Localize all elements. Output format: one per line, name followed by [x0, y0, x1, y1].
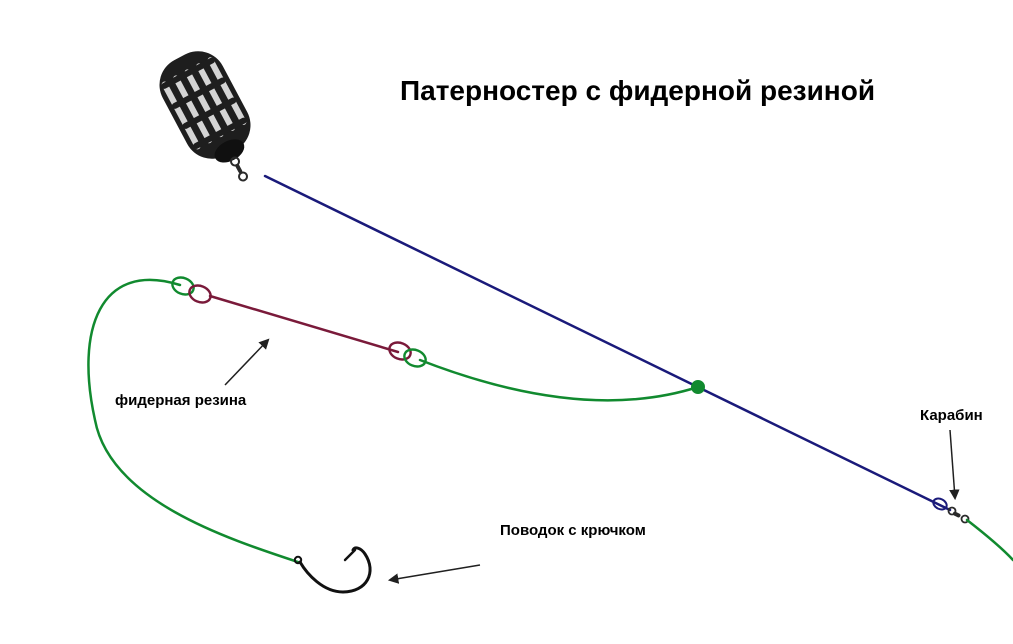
carabiner-arrow [950, 430, 955, 498]
green-tail [967, 520, 1013, 560]
feeder-rubber-arrow [225, 340, 268, 385]
rubber-loop-2-green [402, 346, 428, 369]
carabiner-swivel [949, 508, 969, 523]
feeder-cage [150, 41, 275, 196]
diagram-title: Патерностер с фидерной резиной [400, 75, 875, 106]
feeder-rubber-label: фидерная резина [115, 392, 247, 409]
rubber-loop-1-maroon [187, 282, 213, 305]
feeder-rubber-line [210, 296, 398, 352]
carabiner-label: Карабин [920, 407, 983, 424]
green-branch-lower [88, 280, 298, 562]
hook-leader-arrow [390, 565, 480, 580]
hook-leader-label: Поводок с крючком [500, 522, 646, 539]
junction-knot [691, 380, 705, 394]
fishing-hook [295, 548, 370, 592]
